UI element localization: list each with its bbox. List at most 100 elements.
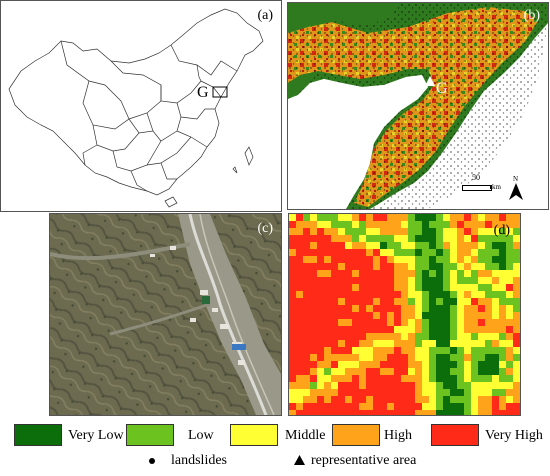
grid-cell	[443, 347, 450, 354]
grid-cell	[380, 340, 387, 347]
grid-cell	[380, 277, 387, 284]
grid-cell	[478, 410, 485, 415]
grid-cell	[457, 410, 464, 415]
grid-cell	[408, 256, 415, 263]
grid-cell	[338, 333, 345, 340]
grid-cell	[331, 333, 338, 340]
grid-cell	[436, 270, 443, 277]
grid-cell	[513, 298, 520, 305]
grid-cell	[464, 410, 471, 415]
grid-cell	[296, 326, 303, 333]
province-line	[176, 116, 208, 148]
grid-cell	[457, 347, 464, 354]
grid-cell	[513, 277, 520, 284]
grid-cell	[324, 298, 331, 305]
grid-cell	[443, 214, 450, 221]
grid-cell	[331, 410, 338, 415]
grid-cell	[429, 361, 436, 368]
grid-cell	[408, 396, 415, 403]
grid-cell	[366, 375, 373, 382]
grid-cell	[303, 298, 310, 305]
grid-cell	[338, 368, 345, 375]
grid-cell	[471, 235, 478, 242]
grid-cell	[457, 312, 464, 319]
grid-cell	[331, 319, 338, 326]
grid-cell	[387, 284, 394, 291]
grid-cell	[345, 354, 352, 361]
grid-cell	[415, 242, 422, 249]
grid-cell	[394, 305, 401, 312]
grid-cell	[289, 263, 296, 270]
grid-cell	[499, 284, 506, 291]
grid-cell	[317, 326, 324, 333]
grid-cell	[485, 312, 492, 319]
grid-cell	[380, 221, 387, 228]
grid-cell	[436, 403, 443, 410]
grid-cell	[415, 347, 422, 354]
grid-cell	[303, 361, 310, 368]
grid-cell	[401, 235, 408, 242]
grid-cell	[506, 221, 513, 228]
grid-cell	[352, 249, 359, 256]
grid-cell	[394, 291, 401, 298]
grid-cell	[422, 375, 429, 382]
grid-cell	[499, 326, 506, 333]
grid-cell	[345, 291, 352, 298]
grid-cell	[478, 284, 485, 291]
grid-cell	[513, 333, 520, 340]
grid-cell	[331, 284, 338, 291]
grid-cell	[506, 256, 513, 263]
grid-cell	[310, 235, 317, 242]
grid-cell	[408, 403, 415, 410]
grid-cell	[401, 242, 408, 249]
grid-cell	[338, 389, 345, 396]
grid-cell	[471, 333, 478, 340]
grid-cell	[394, 403, 401, 410]
grid-cell	[387, 396, 394, 403]
grid-cell	[338, 291, 345, 298]
grid-cell	[457, 291, 464, 298]
grid-cell	[296, 298, 303, 305]
grid-cell	[324, 396, 331, 403]
grid-cell	[408, 340, 415, 347]
grid-cell	[513, 305, 520, 312]
grid-cell	[380, 214, 387, 221]
grid-cell	[310, 214, 317, 221]
grid-cell	[317, 277, 324, 284]
grid-cell	[317, 235, 324, 242]
grid-cell	[352, 319, 359, 326]
grid-cell	[352, 382, 359, 389]
grid-cell	[450, 333, 457, 340]
grid-cell	[464, 263, 471, 270]
grid-cell	[387, 340, 394, 347]
grid-cell	[296, 361, 303, 368]
grid-cell	[359, 270, 366, 277]
grid-cell	[485, 403, 492, 410]
grid-cell	[492, 228, 499, 235]
grid-cell	[457, 242, 464, 249]
grid-cell	[324, 403, 331, 410]
grid-cell	[331, 312, 338, 319]
grid-cell	[324, 242, 331, 249]
grid-cell	[464, 326, 471, 333]
grid-cell	[303, 291, 310, 298]
grid-cell	[296, 228, 303, 235]
grid-cell	[464, 305, 471, 312]
grid-cell	[457, 277, 464, 284]
grid-cell	[492, 361, 499, 368]
grid-cell	[443, 333, 450, 340]
grid-cell	[471, 340, 478, 347]
grid-cell	[450, 312, 457, 319]
grid-cell	[345, 326, 352, 333]
grid-cell	[345, 340, 352, 347]
grid-cell	[464, 396, 471, 403]
grid-cell	[422, 333, 429, 340]
grid-cell	[499, 263, 506, 270]
grid-cell	[492, 270, 499, 277]
grid-cell	[387, 263, 394, 270]
grid-cell	[415, 368, 422, 375]
grid-cell	[394, 340, 401, 347]
grid-cell	[331, 305, 338, 312]
grid-cell	[324, 284, 331, 291]
grid-cell	[324, 221, 331, 228]
